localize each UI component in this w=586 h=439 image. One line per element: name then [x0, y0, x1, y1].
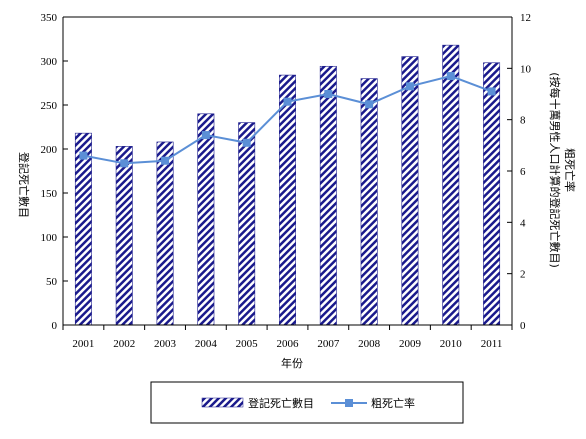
x-tick-label: 2001 — [72, 338, 94, 350]
right-tick-label: 0 — [520, 320, 526, 332]
rate-point-2002 — [120, 159, 129, 168]
right-tick-label: 8 — [520, 115, 526, 127]
bar-series — [74, 44, 501, 326]
rate-point-2004 — [201, 131, 210, 140]
rate-point-2005 — [242, 138, 251, 147]
left-axis-title: 登記死亡數目 — [17, 152, 31, 218]
x-tick-label: 2005 — [236, 338, 259, 350]
right-tick-label: 10 — [520, 63, 532, 75]
left-tick-label: 200 — [41, 144, 58, 156]
legend: 登記死亡數目 粗死亡率 — [150, 381, 464, 424]
left-tick-label: 0 — [52, 320, 58, 332]
rate-point-2010 — [446, 72, 455, 81]
x-tick-label: 2007 — [317, 338, 340, 350]
bar-2008 — [360, 78, 378, 326]
legend-line-label: 粗死亡率 — [371, 396, 415, 410]
x-tick-label: 2009 — [399, 338, 422, 350]
right-axis-title-line1: 粗死亡率 — [563, 148, 577, 192]
x-tick-label: 2011 — [481, 338, 503, 350]
line-series — [79, 72, 496, 168]
bar-2006 — [279, 74, 296, 326]
bar-2003 — [156, 141, 174, 326]
left-tick-label: 250 — [41, 100, 58, 112]
rate-point-2006 — [283, 97, 292, 106]
rate-point-2003 — [161, 156, 170, 165]
rate-point-2009 — [405, 82, 414, 91]
rate-point-2007 — [324, 90, 333, 98]
bar-2010 — [442, 44, 460, 326]
right-tick-label: 6 — [520, 166, 526, 178]
left-tick-label: 150 — [41, 188, 58, 200]
bar-2009 — [401, 56, 419, 326]
left-tick-label: 300 — [41, 56, 58, 68]
legend-bar-label: 登記死亡數目 — [248, 396, 314, 410]
bar-2011 — [483, 62, 501, 326]
x-tick-label: 2003 — [154, 338, 177, 350]
x-tick-label: 2008 — [358, 338, 381, 350]
x-tick-label: 2010 — [440, 338, 463, 350]
x-tick-label: 2006 — [277, 338, 300, 350]
x-tick-label: 2002 — [113, 338, 135, 350]
rate-point-2001 — [79, 151, 88, 160]
right-axis-title-line2: (按每十萬男性人口計算的登記死亡數目) — [548, 72, 562, 268]
bar-2005 — [238, 122, 256, 326]
bar-2001 — [74, 132, 92, 326]
bar-2007 — [319, 65, 337, 326]
axes — [62, 16, 513, 330]
tick-labels: 0 50 100 150 200 250 300 350 0 2 4 6 8 10 12 2001 2002 20… — [41, 12, 532, 350]
x-axis-title: 年份 — [281, 356, 303, 370]
bar-2004 — [197, 113, 215, 326]
right-tick-label: 12 — [520, 12, 531, 24]
x-tick-label: 2004 — [195, 338, 218, 350]
legend-line-marker — [345, 399, 353, 407]
rate-point-2008 — [365, 100, 374, 109]
right-tick-label: 2 — [520, 269, 526, 281]
right-tick-label: 4 — [520, 217, 526, 229]
left-tick-label: 350 — [41, 12, 58, 24]
left-tick-label: 100 — [41, 232, 58, 244]
legend-box — [150, 381, 464, 424]
bar-2002 — [115, 146, 133, 326]
legend-bar-swatch — [201, 397, 244, 408]
rate-point-2011 — [487, 87, 496, 96]
left-tick-label: 50 — [46, 276, 58, 288]
